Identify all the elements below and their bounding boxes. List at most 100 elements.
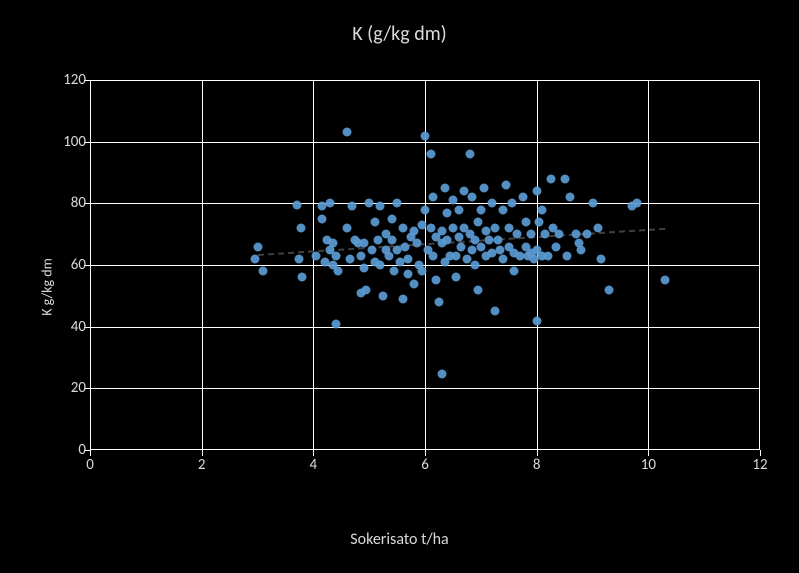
data-point: [331, 251, 340, 260]
data-point: [535, 217, 544, 226]
gridline-vertical: [648, 80, 649, 450]
data-point: [501, 180, 510, 189]
data-point: [443, 236, 452, 245]
data-point: [566, 193, 575, 202]
data-point: [552, 242, 561, 251]
data-point: [409, 227, 418, 236]
data-point: [253, 242, 262, 251]
data-point: [451, 251, 460, 260]
data-point: [454, 233, 463, 242]
data-point: [387, 236, 396, 245]
data-point: [577, 245, 586, 254]
y-tick-label: 60: [0, 256, 86, 274]
data-point: [448, 196, 457, 205]
x-tick-label: 2: [198, 456, 206, 474]
data-point: [457, 242, 466, 251]
data-point: [373, 236, 382, 245]
data-point: [434, 298, 443, 307]
data-point: [532, 316, 541, 325]
data-point: [292, 200, 301, 209]
data-point: [474, 285, 483, 294]
data-point: [393, 199, 402, 208]
data-point: [376, 202, 385, 211]
data-point: [376, 261, 385, 270]
data-point: [356, 251, 365, 260]
data-point: [555, 230, 564, 239]
data-point: [527, 230, 536, 239]
data-point: [468, 193, 477, 202]
data-point: [563, 251, 572, 260]
data-point: [443, 208, 452, 217]
data-point: [398, 294, 407, 303]
data-point: [326, 199, 335, 208]
data-point: [328, 239, 337, 248]
data-point: [250, 254, 259, 263]
data-point: [259, 267, 268, 276]
x-tick-label: 6: [421, 456, 429, 474]
data-point: [513, 230, 522, 239]
y-tick-label: 40: [0, 318, 86, 336]
data-point: [409, 279, 418, 288]
data-point: [432, 276, 441, 285]
data-point: [451, 273, 460, 282]
data-point: [538, 205, 547, 214]
data-point: [384, 251, 393, 260]
data-point: [418, 267, 427, 276]
data-point: [365, 199, 374, 208]
data-point: [605, 285, 614, 294]
data-point: [298, 273, 307, 282]
data-point: [546, 174, 555, 183]
data-point: [633, 199, 642, 208]
data-point: [421, 205, 430, 214]
data-point: [594, 224, 603, 233]
data-point: [404, 254, 413, 263]
y-tick-label: 120: [0, 71, 86, 89]
data-point: [488, 199, 497, 208]
data-point: [342, 128, 351, 137]
data-point: [426, 224, 435, 233]
data-point: [297, 224, 306, 233]
data-point: [421, 131, 430, 140]
data-point: [398, 224, 407, 233]
data-point: [543, 251, 552, 260]
data-point: [437, 370, 446, 379]
data-point: [490, 307, 499, 316]
gridline-vertical: [313, 80, 314, 450]
data-point: [532, 187, 541, 196]
x-axis-label: Sokerisato t/ha: [0, 530, 799, 549]
y-tick-label: 100: [0, 133, 86, 151]
x-tick-label: 8: [533, 456, 541, 474]
data-point: [331, 319, 340, 328]
data-point: [429, 251, 438, 260]
data-point: [370, 217, 379, 226]
data-point: [476, 242, 485, 251]
data-point: [379, 291, 388, 300]
chart-title: K (g/kg dm): [0, 22, 799, 46]
data-point: [560, 174, 569, 183]
data-point: [499, 205, 508, 214]
data-point: [661, 276, 670, 285]
x-tick-label: 10: [641, 456, 656, 474]
data-point: [588, 199, 597, 208]
data-point: [460, 187, 469, 196]
data-point: [334, 267, 343, 276]
data-point: [490, 224, 499, 233]
data-point: [471, 261, 480, 270]
data-point: [359, 264, 368, 273]
data-point: [387, 214, 396, 223]
data-point: [429, 193, 438, 202]
data-point: [342, 224, 351, 233]
data-point: [479, 183, 488, 192]
data-point: [462, 254, 471, 263]
data-point: [541, 230, 550, 239]
data-point: [426, 150, 435, 159]
chart-container: K (g/kg dm) K g/kg dm Sokerisato t/ha 02…: [0, 0, 799, 573]
gridline-vertical: [202, 80, 203, 450]
plot-area: [90, 80, 760, 450]
data-point: [390, 267, 399, 276]
data-point: [348, 202, 357, 211]
data-point: [317, 214, 326, 223]
data-point: [521, 217, 530, 226]
y-tick-label: 0: [0, 441, 86, 459]
data-point: [362, 285, 371, 294]
